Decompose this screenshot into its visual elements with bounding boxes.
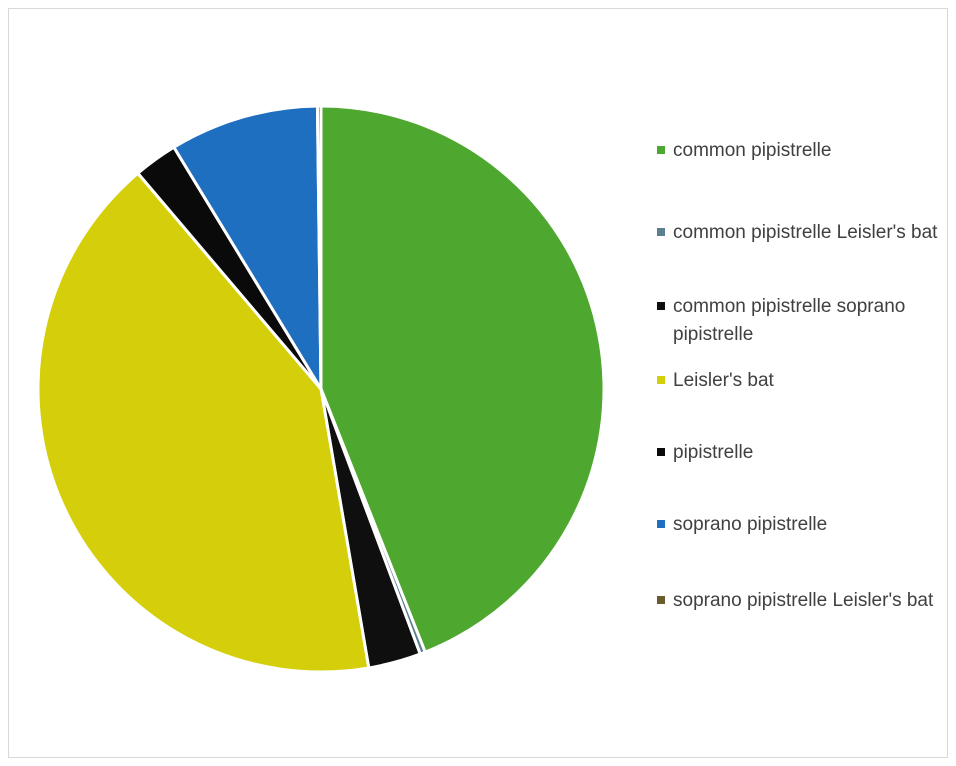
pie-chart xyxy=(36,104,606,674)
legend-swatch xyxy=(657,302,665,310)
legend-item: pipistrelle xyxy=(657,439,956,467)
legend-item: soprano pipistrelle xyxy=(657,511,956,539)
legend-label: soprano pipistrelle xyxy=(673,514,828,535)
legend-swatch xyxy=(657,596,665,604)
legend-label: Leisler's bat xyxy=(673,370,774,391)
legend-swatch xyxy=(657,376,665,384)
legend-item: soprano pipistrelle Leisler's bat xyxy=(657,587,956,615)
legend-swatch xyxy=(657,228,665,236)
legend-swatch xyxy=(657,146,665,154)
chart-area: common pipistrelle common pipistrelle Lei… xyxy=(8,8,948,758)
legend-item: common pipistrelle soprano pipistrelle xyxy=(657,293,956,349)
legend-item: common pipistrelle xyxy=(657,137,956,165)
legend-item: common pipistrelle Leisler's bat xyxy=(657,219,956,247)
legend-item: Leisler's bat xyxy=(657,367,956,395)
legend-label: common pipistrelle soprano pipistrelle xyxy=(673,296,906,345)
pie-slice-5 xyxy=(172,104,323,391)
legend-swatch xyxy=(657,520,665,528)
pie-slice-6 xyxy=(315,104,323,391)
legend-label: common pipistrelle Leisler's bat xyxy=(673,222,938,243)
pie-slice-3 xyxy=(36,171,371,674)
legend-swatch xyxy=(657,448,665,456)
pie-slice-0 xyxy=(319,104,606,654)
legend-label: soprano pipistrelle Leisler's bat xyxy=(673,590,934,611)
legend-label: common pipistrelle xyxy=(673,140,832,161)
legend-label: pipistrelle xyxy=(673,442,754,463)
